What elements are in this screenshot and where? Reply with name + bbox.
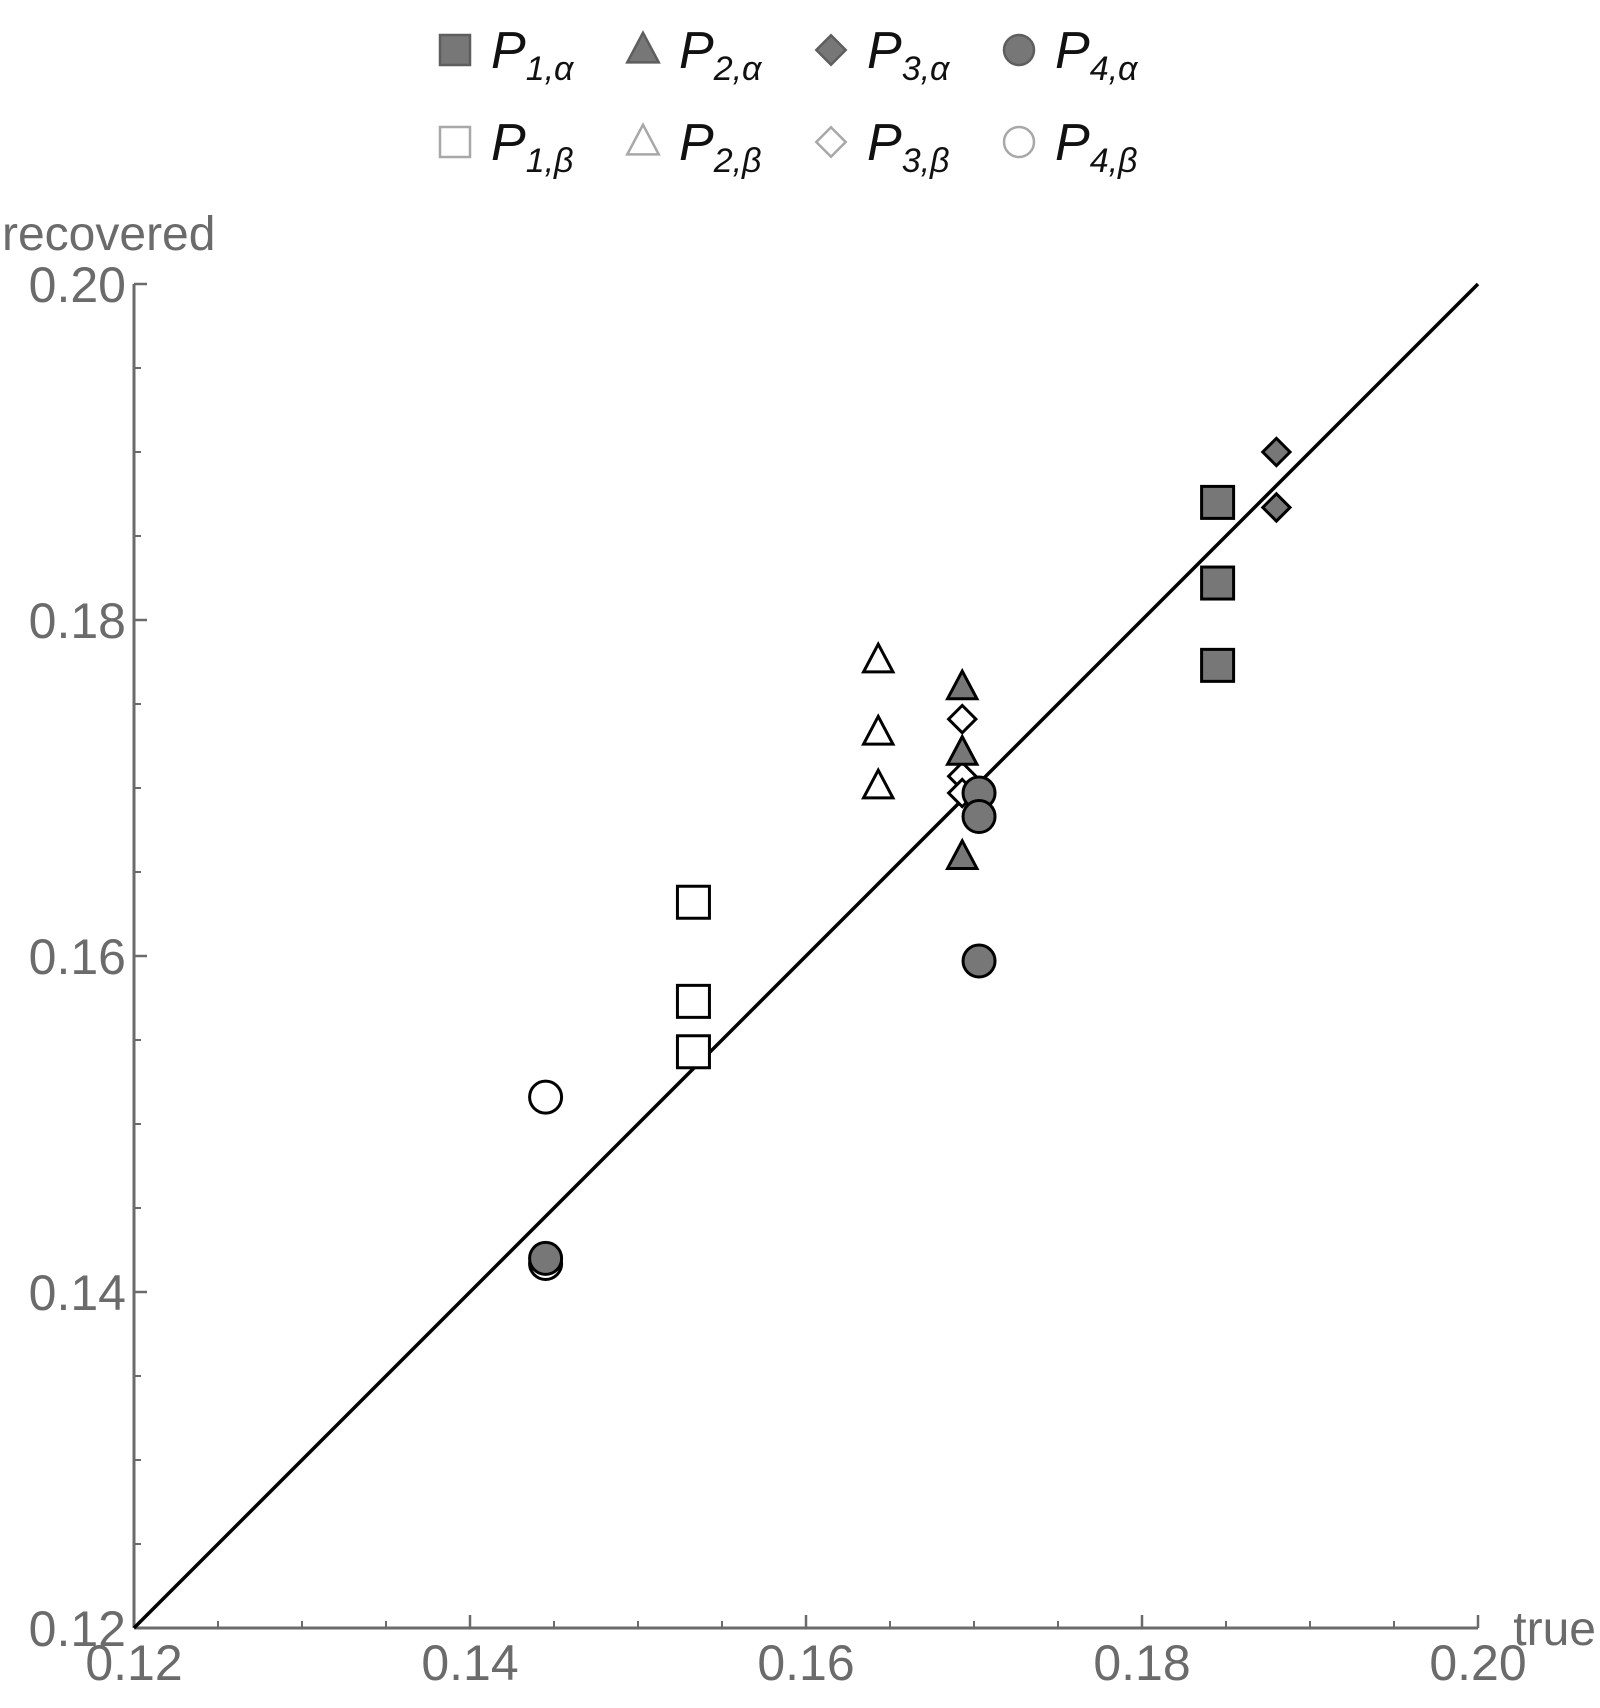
series-2-α bbox=[945, 667, 980, 870]
data-point bbox=[945, 667, 980, 701]
y-tick-label: 0.18 bbox=[29, 593, 126, 649]
reference-line-group bbox=[132, 282, 1480, 1630]
data-point bbox=[1260, 491, 1293, 524]
data-point bbox=[675, 983, 711, 1019]
legend-marker bbox=[625, 122, 661, 156]
x-tick-label: 0.18 bbox=[1093, 1635, 1190, 1691]
legend-label: P3,α bbox=[867, 22, 951, 88]
series-3-α bbox=[1260, 436, 1293, 524]
legend-label: P4,α bbox=[1055, 22, 1139, 88]
data-point bbox=[1200, 565, 1236, 601]
legend-item: P2,α bbox=[625, 22, 763, 88]
x-axis-label: true bbox=[1513, 1603, 1596, 1656]
series-1-β bbox=[675, 884, 711, 1070]
y-tick-label: 0.16 bbox=[29, 929, 126, 985]
y-tick-label: 0.12 bbox=[29, 1601, 126, 1657]
legend-marker bbox=[625, 30, 661, 64]
legend-marker bbox=[814, 125, 848, 159]
identity-line bbox=[132, 282, 1480, 1630]
legend-item: P1,β bbox=[438, 114, 573, 180]
legend-label: P4,β bbox=[1055, 114, 1137, 180]
data-point bbox=[861, 641, 896, 674]
legend-label: P2,α bbox=[679, 22, 763, 88]
y-tick-label: 0.14 bbox=[29, 1265, 126, 1321]
data-point bbox=[675, 884, 711, 920]
legend-item: P4,β bbox=[1002, 114, 1137, 180]
data-point bbox=[528, 1240, 564, 1276]
data-point bbox=[1200, 647, 1236, 683]
x-tick-label: 0.20 bbox=[1429, 1635, 1526, 1691]
legend-item: P4,α bbox=[1002, 22, 1139, 88]
legend-item: P2,β bbox=[625, 114, 761, 180]
data-point bbox=[1200, 484, 1236, 520]
legend-item: P3,β bbox=[814, 114, 949, 180]
data-point bbox=[675, 1034, 711, 1070]
series-1-α bbox=[1200, 484, 1236, 683]
x-tick-label: 0.12 bbox=[85, 1635, 182, 1691]
data-point bbox=[1260, 436, 1293, 468]
data-point bbox=[945, 837, 980, 870]
series-4-α bbox=[528, 775, 997, 1276]
data-point bbox=[961, 799, 997, 835]
data-point bbox=[861, 713, 896, 746]
legend-marker bbox=[1002, 125, 1036, 159]
legend-label: P1,β bbox=[491, 114, 573, 180]
data-point bbox=[961, 943, 997, 979]
legend-item: P1,α bbox=[438, 22, 575, 88]
legend-label: P1,α bbox=[491, 22, 575, 88]
legend-marker bbox=[438, 125, 472, 159]
y-tick-label: 0.20 bbox=[29, 257, 126, 313]
data-points bbox=[528, 436, 1293, 1281]
data-point bbox=[945, 733, 980, 766]
legend-item: P3,α bbox=[814, 22, 951, 88]
data-point bbox=[528, 1079, 564, 1115]
legend-label: P3,β bbox=[867, 114, 949, 180]
legend-marker bbox=[438, 33, 472, 67]
legend-marker bbox=[814, 33, 848, 67]
x-tick-label: 0.14 bbox=[421, 1635, 518, 1691]
legend: P1,α P2,α P3,α P4,α P1,β P2,β P3,β P4,β bbox=[438, 22, 1139, 180]
series-2-β bbox=[861, 641, 896, 800]
data-point bbox=[861, 767, 896, 800]
axes: 0.12 0.14 0.16 0.18 0.20 0.12 0.14 0.16 0.18 0.20 bbox=[29, 257, 1527, 1691]
legend-marker bbox=[1002, 33, 1036, 67]
data-point bbox=[946, 703, 979, 735]
legend-label: P2,β bbox=[679, 114, 761, 180]
x-tick-label: 0.16 bbox=[757, 1635, 854, 1691]
y-axis-label: recovered bbox=[2, 208, 215, 261]
